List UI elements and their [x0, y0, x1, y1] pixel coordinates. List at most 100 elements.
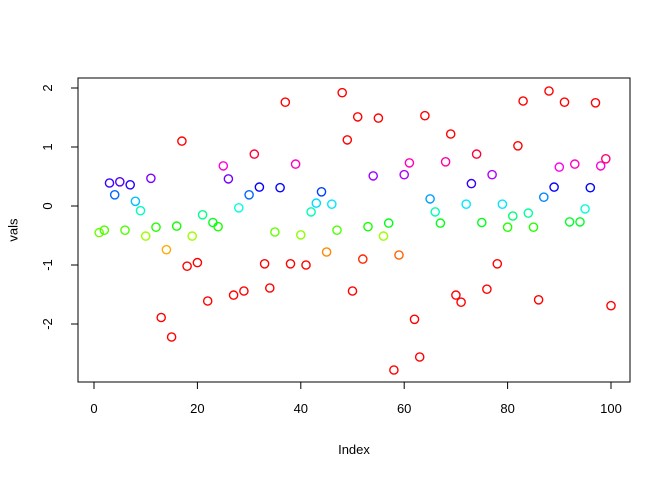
data-point [259, 258, 270, 269]
data-point [476, 217, 487, 228]
data-point [585, 182, 596, 193]
x-axis-tick-label: 20 [190, 401, 204, 416]
data-point [316, 186, 327, 197]
x-axis-tick-label: 0 [90, 401, 97, 416]
data-point [228, 290, 239, 300]
x-axis-tick-label: 40 [294, 401, 308, 416]
data-point [182, 261, 192, 272]
data-point [466, 178, 477, 189]
data-point [507, 211, 518, 221]
data-point [425, 194, 435, 204]
x-axis-tick-label: 100 [600, 401, 622, 416]
data-point [239, 286, 249, 296]
y-axis-tick-label: -1 [40, 259, 55, 271]
y-axis-tick-label: 2 [40, 84, 55, 91]
x-axis-tick-label: 60 [397, 401, 411, 416]
data-point [171, 221, 182, 231]
data-point [187, 231, 197, 241]
data-point [487, 169, 497, 180]
data-point [161, 244, 172, 255]
data-point [270, 227, 280, 237]
data-point [518, 96, 528, 106]
data-point [456, 297, 466, 308]
data-point [295, 230, 306, 240]
data-point [146, 173, 156, 184]
data-point [570, 159, 580, 169]
x-axis-tick-label: 80 [500, 401, 514, 416]
data-point [435, 218, 446, 228]
data-point [223, 174, 234, 184]
data-point [461, 199, 472, 209]
data-point [430, 207, 441, 217]
data-point [554, 162, 565, 172]
data-point [357, 254, 368, 264]
data-point [109, 189, 120, 200]
data-point [254, 182, 265, 192]
data-point [394, 250, 404, 260]
data-point [321, 247, 332, 257]
data-point [420, 110, 430, 121]
data-point [280, 97, 291, 107]
data-point [575, 217, 585, 227]
data-point [311, 198, 322, 208]
data-point [451, 290, 461, 300]
x-axis-title: Index [338, 442, 370, 457]
data-point [368, 171, 379, 181]
data-point [115, 176, 125, 187]
data-point [156, 312, 166, 323]
data-point [595, 161, 606, 171]
data-point [409, 314, 420, 325]
data-point [208, 217, 218, 228]
data-point [135, 205, 146, 216]
data-point [440, 156, 451, 167]
data-point [151, 222, 161, 232]
data-point [539, 192, 549, 202]
data-point [342, 135, 353, 145]
data-point [533, 294, 544, 305]
data-point [399, 169, 410, 180]
data-point [471, 149, 482, 159]
data-point [389, 365, 399, 375]
data-point [249, 149, 260, 159]
data-point [363, 221, 373, 232]
y-axis-tick-label: -2 [40, 318, 55, 330]
data-point [125, 179, 135, 190]
data-point [104, 178, 115, 188]
data-point [414, 352, 425, 362]
data-point [213, 221, 223, 232]
data-point [218, 161, 229, 171]
data-point [492, 258, 503, 269]
data-point [549, 182, 559, 192]
data-point [275, 182, 285, 193]
data-point [332, 225, 342, 235]
y-axis-tick-label: 0 [40, 202, 55, 209]
data-point [99, 225, 110, 235]
data-point [306, 207, 316, 217]
data-point [285, 258, 296, 269]
data-point [404, 158, 415, 168]
data-point [94, 227, 104, 238]
data-point [559, 97, 570, 107]
data-point [290, 159, 301, 169]
data-point [301, 260, 311, 270]
data-point [590, 98, 601, 108]
data-point [373, 113, 384, 123]
data-point [326, 199, 337, 209]
data-point [202, 296, 213, 306]
data-point [130, 196, 141, 207]
data-point [120, 225, 130, 235]
data-point [502, 222, 513, 232]
data-point [383, 218, 394, 228]
data-point [544, 86, 554, 96]
data-point [233, 202, 244, 213]
data-point [523, 208, 534, 218]
data-point [513, 140, 523, 151]
data-point [482, 284, 492, 295]
data-point [177, 136, 187, 146]
data-point [378, 231, 389, 241]
data-point [445, 129, 456, 139]
data-point [497, 199, 508, 209]
data-point [580, 204, 590, 214]
